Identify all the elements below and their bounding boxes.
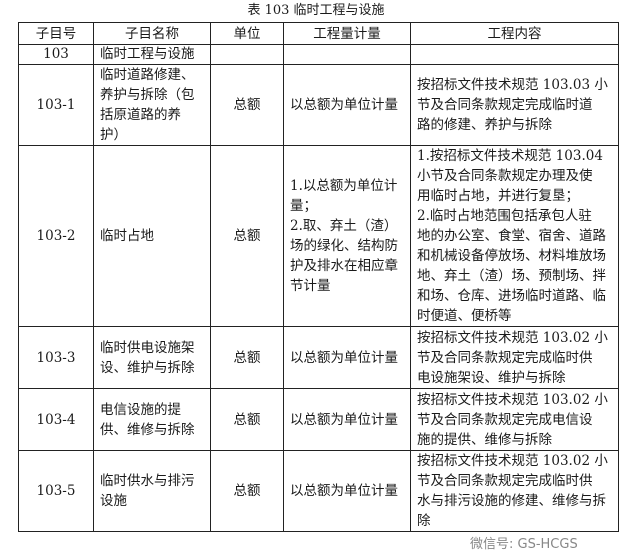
cell-unit: 总额 — [210, 326, 284, 389]
cell-content: 按招标文件技术规范 103.02 小 节及合同条款规定完成电信设 施的提供、维修… — [410, 388, 619, 451]
cell-measure — [283, 44, 411, 65]
table-row: 103-5 临时供水与排污 设施 总额 以总额为单位计量 按招标文件技术规范 103.0… — [18, 450, 619, 532]
cell-measure: 1.以总额为单位计 量； 2.取、弃土（渣） 场的绿化、结构防 护及排水在相应章… — [283, 145, 411, 327]
table-row: 103-3 临时供电设施架 设、维护与拆除 总额 以总额为单位计量 按招标文件技术规范 … — [18, 326, 619, 389]
cell-unit: 总额 — [210, 145, 284, 327]
cell-content: 按招标文件技术规范 103.02 小 节及合同条款规定完成临时供 电设施架设、维… — [410, 326, 619, 389]
cell-name: 临时占地 — [93, 145, 211, 327]
cell-measure: 以总额为单位计量 — [283, 388, 411, 451]
cell-code: 103-2 — [18, 145, 94, 327]
cell-code: 103 — [18, 44, 94, 65]
cell-code: 103-5 — [18, 450, 94, 532]
header-measure: 工程量计量 — [283, 22, 411, 45]
cell-name: 临时工程与设施 — [93, 44, 211, 65]
header-content: 工程内容 — [410, 22, 619, 45]
cell-content: 1.按招标文件技术规范 103.04 小节及合同条款规定办理及使 用临时占地，并… — [410, 145, 619, 327]
cell-content: 按招标文件技术规范 103.02 小 节及合同条款规定完成临时供 水与排污设施的… — [410, 450, 619, 532]
table-row: 103-2 临时占地 总额 1.以总额为单位计 量； 2.取、弃土（渣） 场的绿化、结… — [18, 145, 619, 327]
table-row: 103 临时工程与设施 — [18, 44, 619, 65]
cell-name: 临时供水与排污 设施 — [93, 450, 211, 532]
items-table: 子目号 子目名称 单位 工程量计量 工程内容 103 临时工程与设施 103-1 临时… — [18, 22, 619, 532]
header-row: 子目号 子目名称 单位 工程量计量 工程内容 — [18, 22, 619, 45]
header-name: 子目名称 — [93, 22, 211, 45]
cell-measure: 以总额为单位计量 — [283, 64, 411, 146]
header-unit: 单位 — [210, 22, 284, 45]
cell-content — [410, 44, 619, 65]
cell-name: 临时供电设施架 设、维护与拆除 — [93, 326, 211, 389]
cell-unit — [210, 44, 284, 65]
table-row: 103-1 临时道路修建、 养护与拆除（包 括原道路的养 护） 总额 以总额为单位计量… — [18, 64, 619, 146]
cell-name: 电信设施的提 供、维修与拆除 — [93, 388, 211, 451]
cell-code: 103-4 — [18, 388, 94, 451]
cell-unit: 总额 — [210, 64, 284, 146]
cell-name: 临时道路修建、 养护与拆除（包 括原道路的养 护） — [93, 64, 211, 146]
cell-measure: 以总额为单位计量 — [283, 450, 411, 532]
table-row: 103-4 电信设施的提 供、维修与拆除 总额 以总额为单位计量 按招标文件技术规范 1… — [18, 388, 619, 451]
cell-measure: 以总额为单位计量 — [283, 326, 411, 389]
header-code: 子目号 — [18, 22, 94, 45]
table-title: 表 103 临时工程与设施 — [247, 3, 385, 18]
watermark: 微信号: GS-HCGS — [470, 537, 578, 552]
cell-unit: 总额 — [210, 388, 284, 451]
cell-code: 103-3 — [18, 326, 94, 389]
cell-content: 按招标文件技术规范 103.03 小 节及合同条款规定完成临时道 路的修建、养护… — [410, 64, 619, 146]
cell-code: 103-1 — [18, 64, 94, 146]
cell-unit: 总额 — [210, 450, 284, 532]
